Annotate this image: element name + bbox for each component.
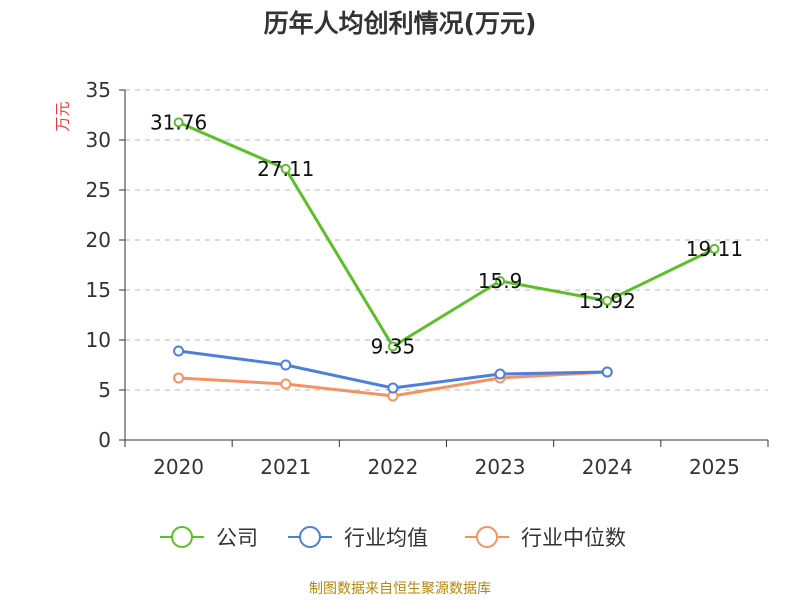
series-line-0 <box>177 121 716 348</box>
x-tick-label: 2022 <box>367 455 418 479</box>
data-point <box>709 243 720 254</box>
source-note: 制图数据来自恒生聚源数据库 <box>309 581 491 597</box>
data-point <box>601 366 613 378</box>
data-label: 15.9 <box>478 269 523 293</box>
data-point <box>494 368 506 380</box>
data-point <box>495 276 506 286</box>
data-label: 13.92 <box>579 289 636 313</box>
y-tick-label: 30 <box>86 128 111 152</box>
data-point <box>387 341 398 352</box>
legend-label: 行业均值 <box>344 526 428 550</box>
legend-marker <box>171 526 193 548</box>
x-tick-label: 2020 <box>153 455 204 479</box>
x-tick-label: 2023 <box>475 455 526 479</box>
data-point <box>280 163 291 174</box>
legend-marker <box>476 526 498 548</box>
data-point <box>387 382 399 394</box>
x-tick-label: 2021 <box>260 455 311 479</box>
data-label: 9.35 <box>371 335 416 359</box>
chart-title: 历年人均创利情况(万元) <box>263 9 537 38</box>
y-tick-label: 20 <box>86 228 111 252</box>
y-tick-label: 25 <box>86 178 111 202</box>
data-point <box>173 345 185 357</box>
data-point <box>602 295 613 306</box>
y-tick-label: 10 <box>86 328 111 352</box>
legend-marker <box>299 526 321 548</box>
data-point <box>280 378 292 390</box>
x-tick-label: 2025 <box>689 455 740 479</box>
x-tick-label: 2024 <box>582 455 633 479</box>
data-label: 27.11 <box>257 157 314 181</box>
data-point <box>173 117 184 128</box>
y-tick-label: 0 <box>98 428 111 452</box>
legend-label: 公司 <box>216 526 258 550</box>
data-label: 31.76 <box>150 110 207 134</box>
data-point <box>173 372 185 384</box>
y-tick-label: 35 <box>86 78 111 102</box>
y-tick-label: 15 <box>86 278 111 302</box>
legend-label: 行业中位数 <box>521 526 626 550</box>
y-tick-label: 5 <box>98 378 111 402</box>
data-label: 19.11 <box>686 237 743 261</box>
data-point <box>280 359 292 371</box>
